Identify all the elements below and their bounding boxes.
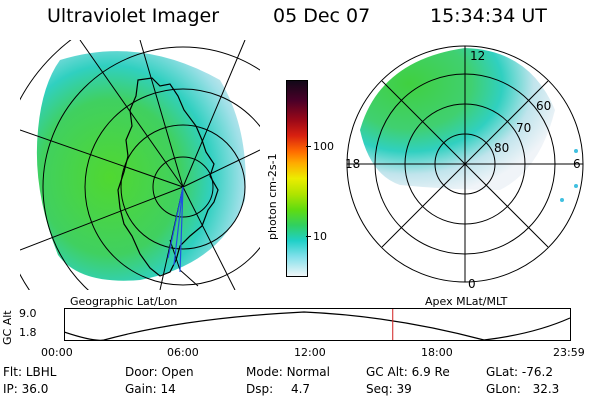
seq-value: 39	[396, 382, 412, 396]
colorbar	[286, 80, 308, 277]
xtick-1200: 12:00	[294, 346, 326, 359]
geo-caption: Geographic Lat/Lon	[70, 295, 178, 308]
ip-value: 36.0	[21, 382, 49, 396]
status-mode: Mode: Normal	[246, 365, 330, 379]
colorbar-tick-100: 100	[313, 140, 334, 153]
altitude-ylabel: GC Alt	[1, 310, 14, 345]
xtick-0600: 06:00	[167, 346, 199, 359]
colorbar-tick	[306, 146, 311, 147]
gc-alt-label: GC Alt:	[366, 365, 408, 379]
colorbar-unit-label: photon cm-2s-1	[266, 153, 279, 240]
instrument-title: Ultraviolet Imager	[47, 5, 220, 27]
xtick-1800: 18:00	[421, 346, 453, 359]
glat-label: GLat:	[486, 365, 519, 379]
uv-polar-field	[360, 48, 555, 190]
glon-label: GLon:	[486, 382, 521, 396]
polar-grid	[346, 45, 584, 283]
altitude-curve	[64, 311, 571, 341]
gc-alt-value: 6.9 Re	[411, 365, 450, 379]
glat-value: -76.2	[521, 365, 553, 379]
geographic-map[interactable]	[20, 40, 260, 290]
time-label: 15:34:34 UT	[430, 5, 547, 27]
glon-value: 32.3	[532, 382, 560, 396]
colorbar-tick-10: 10	[313, 230, 327, 243]
status-gain: Gain: 14	[125, 382, 176, 396]
status-door: Door: Open	[125, 365, 194, 379]
dsp-value: 4.7	[290, 382, 311, 396]
mode-value: Normal	[286, 365, 330, 379]
altitude-ytick-bottom: 1.8	[19, 326, 37, 339]
altitude-plot[interactable]	[64, 308, 572, 342]
gain-value: 14	[160, 382, 176, 396]
coastline	[117, 77, 219, 277]
altitude-ytick-top: 9.0	[19, 307, 37, 320]
gain-label: Gain:	[125, 382, 157, 396]
status-seq: Seq: 39	[366, 382, 412, 396]
mlt-label-0: 0	[468, 277, 476, 291]
mlt-label-6: 6	[573, 157, 581, 171]
status-glat: GLat: -76.2	[486, 365, 553, 379]
status-dsp: Dsp: 4.7	[246, 382, 310, 396]
mode-label: Mode:	[246, 365, 283, 379]
status-gc-alt: GC Alt: 6.9 Re	[366, 365, 450, 379]
status-ip: IP: 36.0	[3, 382, 48, 396]
date-label: 05 Dec 07	[273, 5, 371, 27]
mlat-label-60: 60	[536, 99, 551, 113]
xtick-0000: 00:00	[41, 346, 73, 359]
door-value: Open	[161, 365, 194, 379]
status-glon: GLon: 32.3	[486, 382, 559, 396]
filter-label: Flt:	[3, 365, 22, 379]
mlat-label-70: 70	[516, 121, 531, 135]
dsp-label: Dsp:	[246, 382, 274, 396]
apex-caption: Apex MLat/MLT	[425, 295, 508, 308]
door-label: Door:	[125, 365, 158, 379]
colorbar-tick	[306, 236, 311, 237]
mlt-label-12: 12	[470, 49, 485, 63]
status-filter: Flt: LBHL	[3, 365, 56, 379]
mlat-label-80: 80	[494, 141, 509, 155]
filter-value: LBHL	[25, 365, 57, 379]
xtick-2359: 23:59	[553, 346, 585, 359]
uv-image-field	[36, 51, 246, 281]
apex-polar-plot[interactable]: 12 18 6 0 60 70 80	[340, 40, 600, 300]
ip-label: IP:	[3, 382, 18, 396]
seq-label: Seq:	[366, 382, 393, 396]
latlon-grid	[20, 40, 260, 290]
mlt-label-18: 18	[345, 157, 360, 171]
